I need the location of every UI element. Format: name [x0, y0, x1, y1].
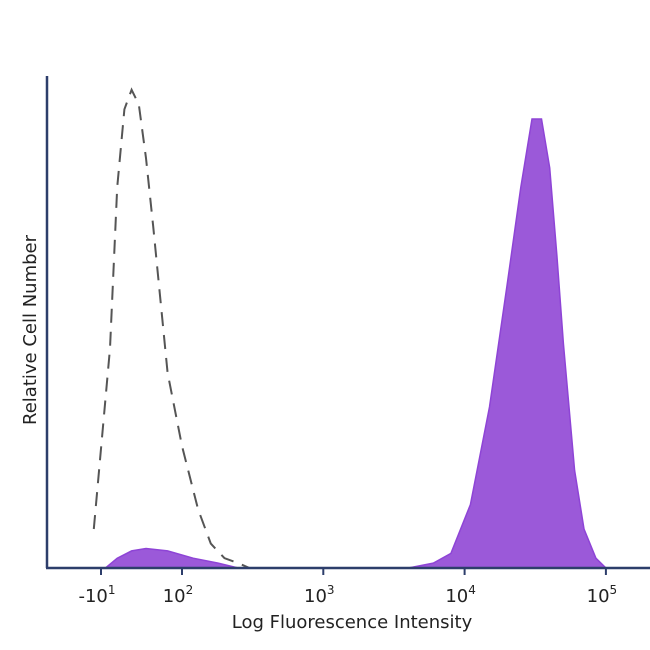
x-tick-layer: -101 102 103 104 105 [78, 568, 617, 607]
x-tick-label: 102 [163, 583, 194, 607]
x-tick-label: 104 [445, 583, 476, 607]
x-axis-title: Log Fluorescence Intensity [232, 612, 473, 633]
series-layer [92, 87, 608, 569]
x-tick-label: 105 [587, 583, 618, 607]
stained-sample-histogram [103, 118, 608, 569]
x-tick-label: 103 [304, 583, 335, 607]
y-axis-title: Relative Cell Number [20, 234, 41, 425]
isotype-control-histogram [92, 87, 250, 569]
x-tick-label: -101 [78, 583, 115, 607]
